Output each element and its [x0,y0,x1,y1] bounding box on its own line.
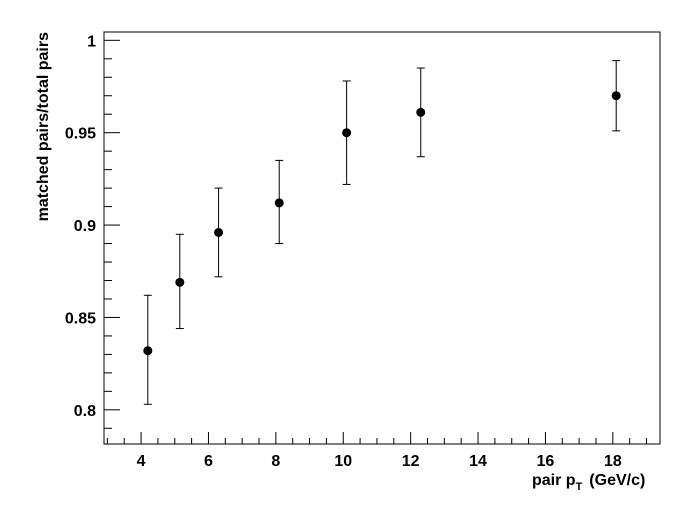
x-axis-title: pair pT (GeV/c) [532,472,645,493]
data-point [611,91,621,101]
y-tick-label: 0.85 [65,310,96,327]
data-series [143,60,621,405]
y-tick-label: 0.9 [74,218,96,235]
x-tick-label: 4 [137,453,146,470]
y-axis-title: matched pairs/total pairs [35,32,52,221]
data-point [214,227,224,237]
x-tick-label: 6 [204,453,213,470]
x-tick-label: 8 [271,453,280,470]
y-tick-label: 1 [87,33,96,50]
x-tick-label: 16 [537,453,555,470]
data-point [143,346,153,356]
x-tick-label: 18 [604,453,622,470]
data-point [416,107,426,117]
data-point [274,198,284,208]
y-tick-label: 0.8 [74,403,96,420]
data-point [342,128,352,138]
plot-frame [103,31,661,445]
x-tick-label: 10 [334,453,352,470]
y-tick-label: 0.95 [65,126,96,143]
x-tick-label: 14 [469,453,487,470]
x-tick-label: 12 [402,453,420,470]
y-axis: 0.8 0.85 0.9 0.95 1 [65,33,120,429]
x-axis: 4 6 8 10 12 14 16 18 [106,432,648,470]
data-point [175,277,185,287]
